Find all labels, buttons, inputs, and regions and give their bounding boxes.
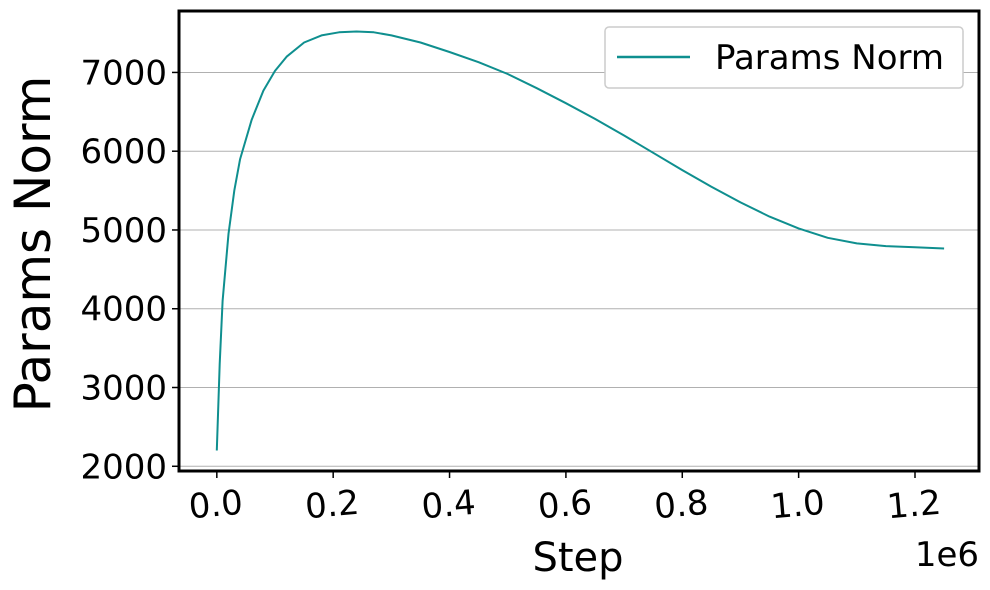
y-axis-ticks: 2000 3000 4000 5000 6000 7000: [80, 53, 179, 487]
x-axis-title: Step: [532, 535, 623, 581]
x-tick-label: 0.4: [420, 483, 477, 528]
plot-frame: [177, 9, 981, 473]
legend-label: Params Norm: [715, 38, 944, 78]
x-tick-label: 1.0: [769, 483, 826, 528]
legend: Params Norm: [604, 26, 964, 89]
x-tick-label: 0.0: [187, 483, 244, 528]
x-tick-label: 0.2: [304, 483, 361, 528]
x-axis-offset-label: 1e6: [915, 535, 979, 575]
series-layer: [215, 30, 945, 451]
x-tick-label: 1.2: [885, 483, 942, 528]
y-tick-label: 4000: [80, 290, 167, 330]
x-tick-label: 0.8: [653, 483, 710, 528]
grid-lines: [179, 71, 979, 467]
y-tick-label: 3000: [80, 369, 167, 409]
series-line: [215, 30, 945, 451]
y-axis-title: Params Norm: [4, 76, 62, 413]
y-tick-label: 2000: [80, 447, 167, 487]
y-tick-label: 5000: [80, 211, 167, 251]
legend-box: [604, 26, 964, 89]
x-axis-ticks: 0.0 0.2 0.4 0.6 0.8 1.0 1.2: [187, 471, 943, 527]
x-tick-label: 0.6: [536, 483, 593, 528]
y-tick-label: 6000: [80, 132, 167, 172]
y-tick-label: 7000: [80, 53, 167, 93]
